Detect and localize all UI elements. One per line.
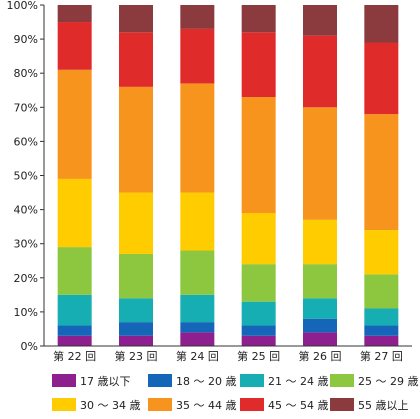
bar-segment: [364, 42, 399, 115]
x-category-label: 第 26 回: [299, 349, 342, 363]
legend-label: 30 ～ 34 歳: [80, 399, 140, 412]
bar-segment: [180, 250, 215, 295]
bar-segment: [364, 274, 399, 309]
y-tick-label: 50%: [14, 170, 38, 183]
bar-segment: [119, 335, 153, 346]
y-tick-label: 60%: [14, 135, 38, 148]
x-category-label: 第 24 回: [176, 349, 219, 363]
x-category-label: 第 25 回: [237, 349, 280, 363]
y-axis-ticks: 0% 10% 20% 30% 40% 50% 60% 70% 80% 90% 100%: [7, 0, 44, 353]
bar-segment: [241, 325, 276, 336]
bar-segment: [241, 5, 276, 33]
bar-segment: [119, 192, 153, 254]
bar-segment: [241, 335, 276, 346]
y-tick-label: 10%: [14, 306, 38, 319]
bar-segment: [241, 213, 276, 265]
bars-group: [57, 5, 399, 346]
legend-swatch: [148, 398, 172, 411]
bar-segment: [180, 28, 215, 84]
bar-segment: [119, 298, 153, 323]
y-tick-label: 30%: [14, 238, 38, 251]
bar-segment: [57, 325, 92, 336]
legend-label: 18 ～ 20 歳: [176, 375, 236, 388]
bar-segment: [119, 253, 153, 299]
bar-segment: [303, 332, 337, 346]
bar-segment: [364, 325, 399, 336]
bar-segment: [303, 107, 337, 220]
bar-segment: [180, 192, 215, 251]
bar-segment: [303, 5, 337, 36]
y-tick-label: 90%: [14, 33, 38, 46]
bar-segment: [364, 335, 399, 346]
y-tick-label: 80%: [14, 67, 38, 80]
bar-segment: [241, 301, 276, 326]
legend-label: 17 歳以下: [80, 375, 131, 388]
x-category-label: 第 27 回: [360, 349, 403, 363]
axes: [43, 5, 412, 347]
bar-segment: [180, 83, 215, 193]
y-tick-label: 40%: [14, 204, 38, 217]
bar-segment: [364, 308, 399, 326]
legend-swatch: [52, 398, 76, 411]
bar-segment: [57, 294, 92, 326]
bar-segment: [57, 69, 92, 179]
legend-swatch: [148, 374, 172, 387]
x-category-label: 第 23 回: [115, 349, 158, 363]
bar-segment: [364, 5, 399, 43]
x-category-label: 第 22 回: [53, 349, 96, 363]
bar-segment: [119, 32, 153, 87]
bar-segment: [180, 5, 215, 29]
bar-segment: [241, 32, 276, 98]
bar-segment: [57, 5, 92, 23]
bar-segment: [180, 332, 215, 346]
bar-segment: [57, 178, 92, 248]
legend-swatch: [240, 374, 264, 387]
legend-label: 45 ～ 54 歳: [268, 399, 328, 412]
bar-segment: [180, 322, 215, 333]
bar-segment: [241, 264, 276, 302]
bar-segment: [57, 22, 92, 70]
legend-swatch: [330, 398, 354, 411]
y-tick-label: 70%: [14, 101, 38, 114]
y-tick-label: 100%: [7, 0, 38, 12]
bar-segment: [303, 219, 337, 265]
bar-segment: [364, 230, 399, 275]
bar-segment: [303, 35, 337, 108]
legend: 17 歳以下 18 ～ 20 歳 21 ～ 24 歳 25 ～ 29 歳 30 ～ 34…: [52, 374, 418, 412]
bar-segment: [303, 264, 337, 299]
legend-label: 35 ～ 44 歳: [176, 399, 236, 412]
y-tick-label: 20%: [14, 272, 38, 285]
legend-swatch: [52, 374, 76, 387]
legend-swatch: [240, 398, 264, 411]
bar-segment: [119, 322, 153, 336]
bar-segment: [303, 298, 337, 319]
legend-label: 55 歳以上: [358, 399, 409, 412]
bar-segment: [364, 114, 399, 231]
legend-swatch: [330, 374, 354, 387]
bar-segment: [303, 318, 337, 333]
bar-segment: [57, 335, 92, 346]
x-axis-labels: 第 22 回 第 23 回 第 24 回 第 25 回 第 26 回 第 27 回: [53, 349, 403, 363]
bar-segment: [241, 97, 276, 214]
legend-label: 21 ～ 24 歳: [268, 375, 328, 388]
y-tick-label: 0%: [21, 340, 38, 353]
legend-label: 25 ～ 29 歳: [358, 375, 418, 388]
bar-segment: [57, 247, 92, 295]
bar-segment: [180, 294, 215, 323]
bar-segment: [119, 86, 153, 193]
bar-segment: [119, 5, 153, 33]
